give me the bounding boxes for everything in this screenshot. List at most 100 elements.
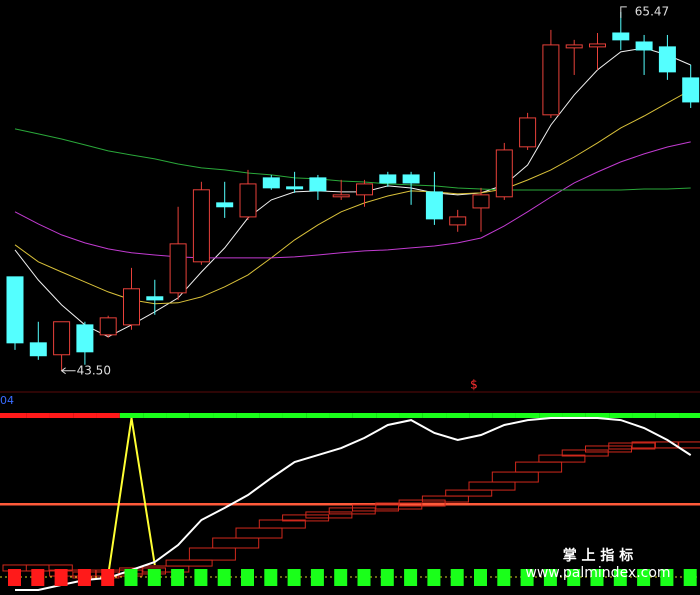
candle-body bbox=[262, 177, 280, 189]
signal-square bbox=[124, 569, 138, 586]
signal-square bbox=[8, 569, 21, 586]
moving-average bbox=[14, 128, 691, 191]
candle-body bbox=[565, 44, 583, 49]
signal-square bbox=[683, 569, 697, 586]
signal-square bbox=[241, 569, 254, 586]
signal-bar bbox=[376, 413, 400, 418]
signal-bar bbox=[26, 413, 50, 418]
candle-body bbox=[635, 41, 653, 51]
candle-body bbox=[402, 174, 420, 184]
indicator-label: 04 bbox=[0, 394, 14, 407]
signal-square bbox=[217, 569, 231, 586]
signal-bar bbox=[0, 413, 27, 418]
moving-average bbox=[14, 47, 691, 338]
step-box bbox=[678, 441, 700, 449]
signal-square bbox=[194, 569, 208, 586]
signal-square bbox=[520, 569, 534, 586]
candle-body bbox=[169, 243, 187, 294]
step-box bbox=[491, 471, 539, 483]
signal-bar bbox=[469, 413, 493, 418]
step-box bbox=[515, 461, 563, 473]
candle-body bbox=[472, 194, 490, 209]
spike-line bbox=[107, 417, 156, 576]
signal-square bbox=[660, 569, 674, 586]
candle-body bbox=[682, 77, 700, 103]
signal-bar bbox=[329, 413, 353, 418]
watermark-title: 掌 上 指 标 bbox=[563, 547, 634, 564]
signal-bar bbox=[399, 413, 423, 418]
annotation: 65.47 bbox=[635, 4, 669, 18]
signal-square bbox=[264, 569, 278, 586]
candle-body bbox=[53, 321, 71, 356]
step-box bbox=[445, 489, 493, 497]
moving-average bbox=[14, 89, 691, 305]
step-box bbox=[188, 547, 236, 561]
signal-bar bbox=[352, 413, 377, 418]
signal-square bbox=[357, 569, 371, 586]
candle-body bbox=[286, 186, 304, 190]
candle-body bbox=[146, 296, 164, 301]
candle-body bbox=[495, 149, 513, 198]
signal-bar bbox=[119, 413, 144, 418]
signal-square bbox=[54, 569, 68, 586]
signal-bar bbox=[236, 413, 260, 418]
signal-square bbox=[590, 569, 604, 586]
signal-bar bbox=[166, 413, 190, 418]
step-box bbox=[165, 559, 213, 567]
signal-square bbox=[637, 569, 651, 586]
signal-bar bbox=[585, 413, 610, 418]
annotation-arrow bbox=[620, 6, 627, 18]
candle-body bbox=[449, 216, 467, 226]
step-box bbox=[212, 537, 260, 549]
signal-bar bbox=[609, 413, 633, 418]
signal-square bbox=[427, 569, 441, 586]
candle-body bbox=[216, 202, 234, 208]
signal-square bbox=[404, 569, 418, 586]
signal-bar bbox=[679, 413, 700, 418]
moving-average bbox=[14, 141, 691, 259]
signal-square bbox=[543, 569, 557, 586]
signal-square bbox=[31, 569, 45, 586]
candle-body bbox=[379, 174, 397, 184]
candle-body bbox=[519, 117, 537, 148]
signal-square bbox=[147, 569, 161, 586]
candle-body bbox=[29, 342, 47, 357]
candle-body bbox=[356, 183, 373, 196]
signal-bar bbox=[562, 413, 586, 418]
signal-bar bbox=[73, 413, 97, 418]
signal-square bbox=[474, 569, 487, 586]
candle-body bbox=[332, 194, 350, 198]
signal-square bbox=[77, 569, 91, 586]
signal-bar bbox=[96, 413, 120, 418]
signal-square bbox=[287, 569, 301, 586]
signal-bar bbox=[213, 413, 237, 418]
signal-bar bbox=[492, 413, 516, 418]
signal-bar bbox=[515, 413, 540, 418]
candle-body bbox=[542, 44, 560, 116]
signal-square bbox=[613, 569, 627, 586]
signal-bar bbox=[306, 413, 330, 418]
signal-square bbox=[567, 569, 581, 586]
marker: $ bbox=[470, 378, 478, 392]
signal-bar bbox=[49, 413, 74, 418]
signal-square bbox=[171, 569, 185, 586]
candle-body bbox=[99, 317, 117, 336]
annotation-arrow bbox=[60, 367, 76, 375]
signal-square bbox=[380, 569, 394, 586]
candle-body bbox=[309, 177, 327, 192]
signal-bar bbox=[189, 413, 214, 418]
signal-bar bbox=[446, 413, 470, 418]
signal-bar bbox=[143, 413, 167, 418]
candle-body bbox=[425, 191, 443, 220]
signal-square bbox=[101, 569, 115, 586]
signal-bar bbox=[655, 413, 680, 418]
candle-body bbox=[658, 46, 676, 73]
candle-body bbox=[239, 183, 257, 218]
signal-bar bbox=[422, 413, 447, 418]
signal-square bbox=[497, 569, 511, 586]
signal-bar bbox=[632, 413, 656, 418]
signal-square bbox=[334, 569, 348, 586]
watermark-url: www.palmindex.com bbox=[525, 565, 670, 581]
candle-body bbox=[589, 43, 606, 48]
